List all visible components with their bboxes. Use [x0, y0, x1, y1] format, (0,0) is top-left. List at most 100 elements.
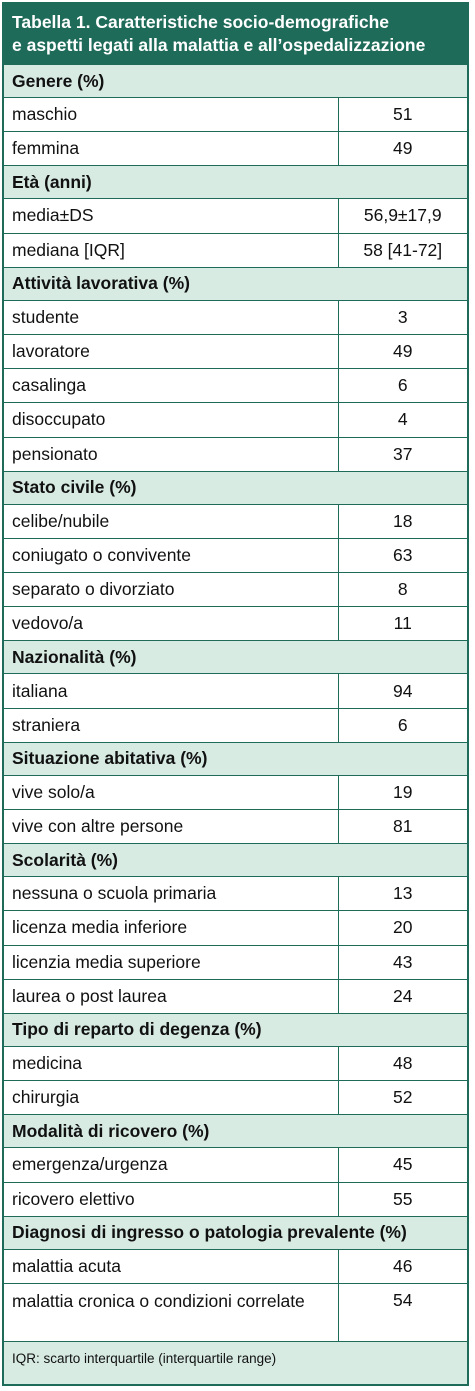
section-header-row: Situazione abitativa (%) — [4, 741, 467, 776]
row-label: celibe/nubile — [4, 503, 339, 539]
section-header-row: Modalità di ricovero (%) — [4, 1114, 467, 1148]
row-value: 18 — [338, 503, 467, 539]
section-title: Età (anni) — [4, 165, 467, 199]
section-header-row: Nazionalità (%) — [4, 640, 467, 674]
row-value: 58 [41-72] — [338, 232, 467, 268]
row-value: 11 — [338, 606, 467, 641]
table-row: straniera 6 — [4, 707, 467, 743]
row-label: mediana [IQR] — [4, 232, 339, 268]
table-title-line-1: Tabella 1. Caratteristiche socio-demogra… — [12, 12, 390, 32]
row-value: 37 — [338, 436, 467, 472]
table-row: medicina 48 — [4, 1045, 467, 1081]
section-title: Genere (%) — [4, 64, 467, 98]
row-value: 94 — [338, 673, 467, 709]
section-title: Stato civile (%) — [4, 470, 467, 505]
table-row: ricovero elettivo 55 — [4, 1181, 467, 1217]
row-value: 45 — [338, 1147, 467, 1182]
row-value: 54 — [338, 1282, 467, 1342]
row-label: maschio — [4, 96, 339, 132]
table-row: mediana [IQR] 58 [41-72] — [4, 232, 467, 268]
row-label: vive con altre persone — [4, 808, 339, 844]
row-label: italiana — [4, 673, 339, 709]
row-value: 51 — [338, 96, 467, 132]
row-label: separato o divorziato — [4, 572, 339, 607]
table-row: vedovo/a 11 — [4, 606, 467, 641]
row-value: 52 — [338, 1080, 467, 1115]
row-value: 3 — [338, 299, 467, 335]
row-value: 55 — [338, 1181, 467, 1217]
table-frame: Tabella 1. Caratteristiche socio-demogra… — [2, 2, 469, 1386]
row-label: malattia acuta — [4, 1248, 339, 1284]
row-label: disoccupato — [4, 402, 339, 437]
row-label: nessuna o scuola primaria — [4, 876, 339, 911]
section-header-row: Diagnosi di ingresso o patologia prevale… — [4, 1215, 467, 1250]
table-row: coniugato o convivente 63 — [4, 537, 467, 573]
table-row: femmina 49 — [4, 131, 467, 166]
section-title: Modalità di ricovero (%) — [4, 1114, 467, 1148]
row-label: medicina — [4, 1045, 339, 1081]
table-row: laurea o post laurea 24 — [4, 978, 467, 1014]
section-title: Scolarità (%) — [4, 843, 467, 877]
row-value: 81 — [338, 808, 467, 844]
section-header-row: Tipo di reparto di degenza (%) — [4, 1012, 467, 1047]
row-value: 13 — [338, 876, 467, 911]
row-label: ricovero elettivo — [4, 1181, 339, 1217]
row-value: 6 — [338, 368, 467, 403]
row-label: casalinga — [4, 368, 339, 403]
row-label: emergenza/urgenza — [4, 1147, 339, 1182]
row-value: 43 — [338, 944, 467, 980]
row-label: lavoratore — [4, 333, 339, 369]
table-row: malattia cronica o condizioni correlate 5… — [4, 1282, 467, 1342]
section-title: Nazionalità (%) — [4, 640, 467, 674]
footnote: IQR: scarto interquartile (interquartile… — [4, 1340, 467, 1376]
row-label: studente — [4, 299, 339, 335]
data-table: Genere (%) maschio 51 femmina 49 Età (anni) me… — [4, 64, 467, 1376]
footnote-row: IQR: scarto interquartile (interquartile… — [4, 1340, 467, 1376]
table-row: pensionato 37 — [4, 436, 467, 472]
section-title: Attività lavorativa (%) — [4, 266, 467, 301]
section-header-row: Scolarità (%) — [4, 843, 467, 877]
table-row: vive solo/a 19 — [4, 774, 467, 810]
row-label: licenza media inferiore — [4, 910, 339, 946]
row-value: 48 — [338, 1045, 467, 1081]
row-value: 63 — [338, 537, 467, 573]
table-title-line-2: e aspetti legati alla malattia e all’osp… — [12, 35, 426, 55]
table-row: vive con altre persone 81 — [4, 808, 467, 844]
row-value: 4 — [338, 402, 467, 437]
section-title: Situazione abitativa (%) — [4, 741, 467, 776]
table-row: lavoratore 49 — [4, 333, 467, 369]
row-value: 49 — [338, 131, 467, 166]
row-value: 46 — [338, 1248, 467, 1284]
row-label: media±DS — [4, 198, 339, 234]
row-label: pensionato — [4, 436, 339, 472]
row-label: coniugato o convivente — [4, 537, 339, 573]
table-row: emergenza/urgenza 45 — [4, 1147, 467, 1182]
table-row: celibe/nubile 18 — [4, 503, 467, 539]
table-row: nessuna o scuola primaria 13 — [4, 876, 467, 911]
section-title: Diagnosi di ingresso o patologia prevale… — [4, 1215, 467, 1250]
row-value: 49 — [338, 333, 467, 369]
row-value: 56,9±17,9 — [338, 198, 467, 234]
table-row: disoccupato 4 — [4, 402, 467, 437]
section-header-row: Età (anni) — [4, 165, 467, 199]
table-row: studente 3 — [4, 299, 467, 335]
table-row: maschio 51 — [4, 96, 467, 132]
row-label: femmina — [4, 131, 339, 166]
row-label: licenzia media superiore — [4, 944, 339, 980]
table-row: chirurgia 52 — [4, 1080, 467, 1115]
table-row: italiana 94 — [4, 673, 467, 709]
table-row: casalinga 6 — [4, 368, 467, 403]
section-header-row: Attività lavorativa (%) — [4, 266, 467, 301]
row-label: laurea o post laurea — [4, 978, 339, 1014]
row-value: 8 — [338, 572, 467, 607]
row-label: chirurgia — [4, 1080, 339, 1115]
table-row: licenzia media superiore 43 — [4, 944, 467, 980]
section-header-row: Stato civile (%) — [4, 470, 467, 505]
row-label: vive solo/a — [4, 774, 339, 810]
table-row: separato o divorziato 8 — [4, 572, 467, 607]
row-value: 24 — [338, 978, 467, 1014]
section-title: Tipo di reparto di degenza (%) — [4, 1012, 467, 1047]
row-value: 6 — [338, 707, 467, 743]
row-label: straniera — [4, 707, 339, 743]
table-row: licenza media inferiore 20 — [4, 910, 467, 946]
